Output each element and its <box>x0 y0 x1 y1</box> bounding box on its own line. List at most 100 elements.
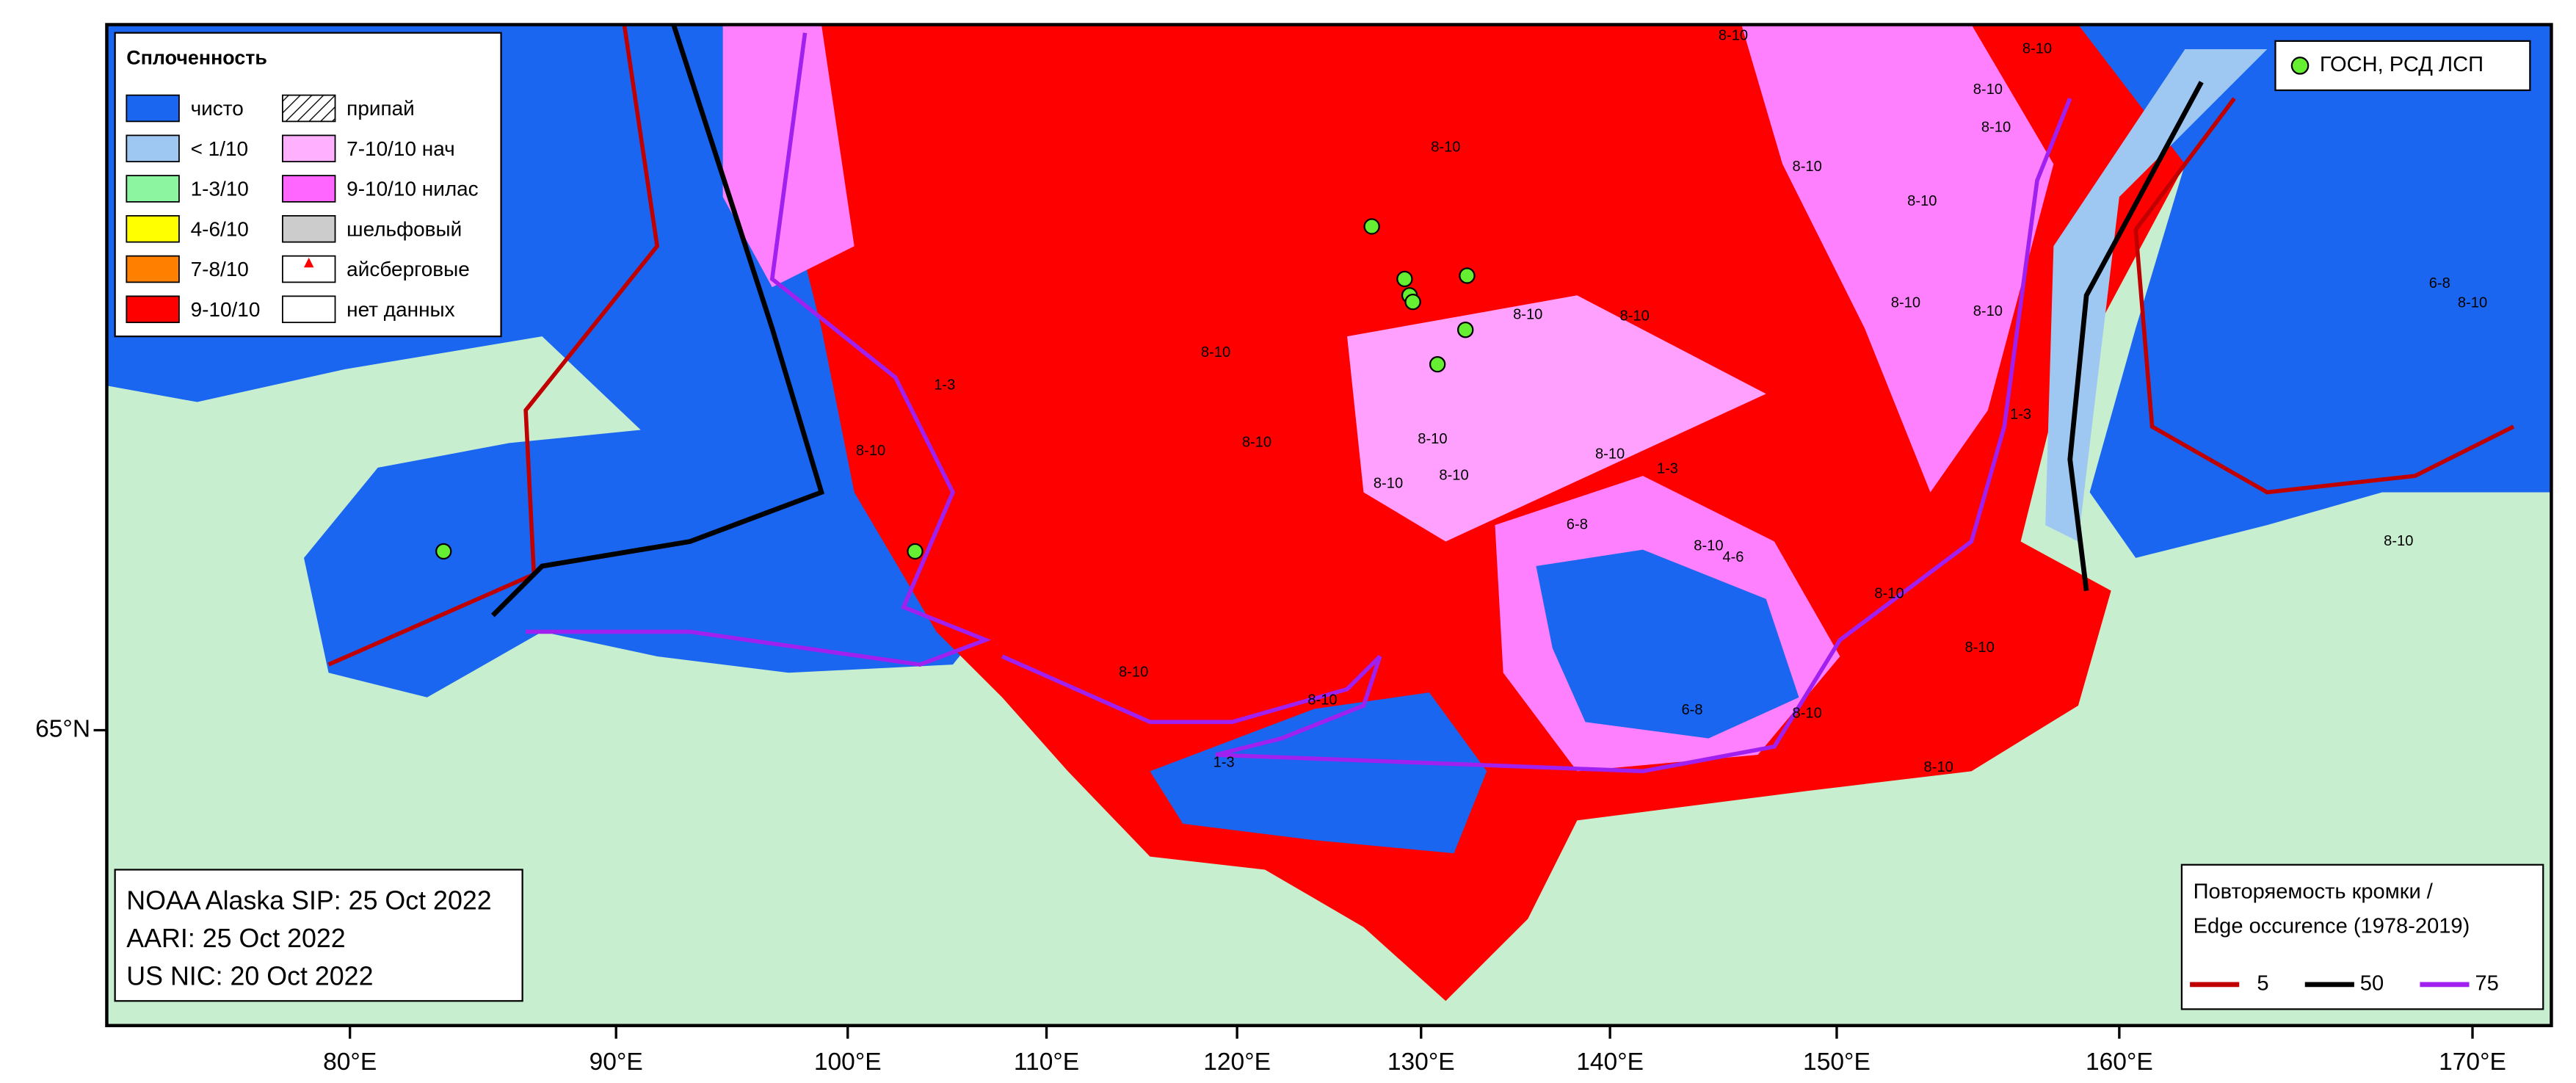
ice-label: 8-10 <box>1907 193 1937 209</box>
source: US NIC: 20 Oct 2022 <box>126 961 373 990</box>
edge-legend: 5 50 75 <box>2190 972 2499 996</box>
edge-legend-label: 5 <box>2257 972 2268 996</box>
open-water <box>1150 692 1487 854</box>
ice-label: 6-8 <box>1567 516 1588 532</box>
edge-legend-box <box>2180 863 2544 1010</box>
legend-swatch <box>126 295 180 324</box>
station-marker <box>1404 294 1421 311</box>
legend-label: < 1/10 <box>191 137 249 160</box>
source: AARI: 25 Oct 2022 <box>126 924 345 953</box>
ice-young <box>1347 295 1766 542</box>
legend-swatch <box>282 175 336 203</box>
ice-label: 8-10 <box>1595 446 1625 462</box>
lon-label: 120°E <box>1203 1048 1271 1076</box>
legend-iceberg-mark <box>304 257 314 268</box>
edge-line-50 <box>2067 81 2204 591</box>
legend-swatch <box>126 134 180 163</box>
lon-label: 110°E <box>1014 1048 1079 1076</box>
legend-swatch <box>282 295 336 324</box>
ice-label: 8-10 <box>1307 692 1337 709</box>
ice-label: 8-10 <box>1513 306 1542 322</box>
legend-swatch <box>282 214 336 243</box>
legend-swatch <box>126 214 180 243</box>
ice-label: 1-3 <box>1213 755 1235 771</box>
ice-label: 8-10 <box>1965 640 1995 656</box>
legend-swatch <box>126 255 180 283</box>
ice-label: 8-10 <box>1119 664 1148 681</box>
ice-label: 8-10 <box>1874 585 1904 601</box>
ice-label: 8-10 <box>1418 431 1447 447</box>
ice-label: 8-10 <box>2458 295 2487 311</box>
legend-label: 7-10/10 нач <box>347 137 455 160</box>
open-water <box>1536 549 1799 739</box>
legend-label: нет данных <box>347 298 454 321</box>
legend-label: 9-10/10 <box>191 298 261 321</box>
legend-swatch <box>126 94 180 123</box>
lon-label: 160°E <box>2086 1048 2153 1076</box>
legend-label: 1-3/10 <box>191 178 249 200</box>
legend-label: 4-6/10 <box>191 217 249 240</box>
lon-label: 80°E <box>323 1048 377 1076</box>
map-frame <box>105 23 2553 1028</box>
ice-lt-1 <box>2045 49 2268 542</box>
ice-label: 8-10 <box>2384 533 2413 549</box>
ice-label: 8-10 <box>1620 308 1650 325</box>
ice-label: 8-10 <box>1431 139 1460 155</box>
ice-label: 8-10 <box>1201 344 1230 361</box>
station-legend-marker <box>2290 57 2310 75</box>
lon-label: 140°E <box>1576 1048 1644 1076</box>
ice-label: 8-10 <box>856 443 885 459</box>
lon-label: 90°E <box>589 1048 643 1076</box>
ice-label: 6-8 <box>2429 275 2450 291</box>
axes: 80°E 90°E 100°E 110°E 120°E 130°E 140°E 150°E 16… <box>35 715 2506 1076</box>
station-marker <box>1429 355 1446 373</box>
ice-nilas <box>1741 24 2054 493</box>
station-marker <box>1363 218 1380 235</box>
lon-label: 130°E <box>1387 1048 1455 1076</box>
lon-label: 170°E <box>2439 1048 2506 1076</box>
station-marker <box>907 543 924 560</box>
edge-legend-title: Повторяемость кромки / <box>2194 880 2434 903</box>
edge-legend-label: 50 <box>2360 972 2384 996</box>
legend-swatch <box>282 134 336 163</box>
station-marker <box>1459 267 1476 284</box>
legend-label: припай <box>347 97 415 120</box>
map-area <box>106 24 2552 1026</box>
legend-label: шельфовый <box>347 217 462 240</box>
lon-label: 150°E <box>1803 1048 1871 1076</box>
ice-label: 8-10 <box>1924 759 1953 775</box>
ice-label: 8-10 <box>1694 538 1723 554</box>
legend-label: айсберговые <box>347 258 470 280</box>
legend-title: Сплоченность <box>126 47 267 69</box>
ice-label: 8-10 <box>1439 467 1468 483</box>
stations <box>435 218 1476 560</box>
ice-label: 4-6 <box>1722 549 1744 565</box>
lat-label: 65°N <box>35 715 90 742</box>
ice-label: 8-10 <box>1719 27 1748 43</box>
ice-label: 8-10 <box>1242 435 1271 451</box>
edge-line-50 <box>490 24 825 617</box>
ice-label: 8-10 <box>1374 476 1403 492</box>
ice-label: 8-10 <box>1793 159 1822 175</box>
legend-label: 7-8/10 <box>191 258 249 280</box>
ice-label: 8-10 <box>1981 120 2011 136</box>
ice-label: 8-10 <box>1891 295 1920 311</box>
ice-label: 8-10 <box>1973 82 2003 98</box>
edge-line-5 <box>2133 97 2515 495</box>
legend: чисто < 1/10 1-3/10 4-6/10 7-8/10 9-10/10 прип… <box>126 94 479 324</box>
station-marker <box>435 543 452 560</box>
ice-label: 1-3 <box>1657 460 1678 477</box>
legend-label: 9-10/10 нилас <box>347 178 479 200</box>
edge-legend-label: 75 <box>2475 972 2498 996</box>
station-legend-box <box>2274 40 2531 92</box>
ice-label: 8-10 <box>2022 40 2052 57</box>
station-marker <box>1396 270 1413 288</box>
lon-label: 100°E <box>814 1048 882 1076</box>
sources-box <box>114 869 523 1002</box>
open-water <box>2078 24 2552 558</box>
station-marker <box>1457 322 1474 338</box>
ice-label: 1-3 <box>934 377 955 394</box>
station-legend-label: ГОСН, РСД ЛСП <box>2320 53 2484 76</box>
source: NOAA Alaska SIP: 25 Oct 2022 <box>126 886 491 916</box>
